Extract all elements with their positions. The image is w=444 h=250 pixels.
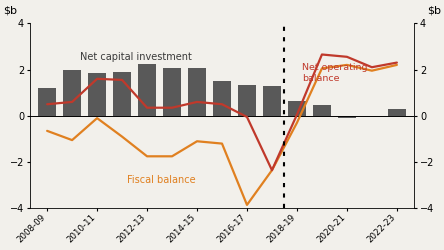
Bar [338, 116, 356, 118]
Bar [63, 70, 81, 116]
Bar [288, 101, 306, 116]
Bar [263, 86, 281, 116]
Bar [163, 68, 181, 116]
Text: Fiscal balance: Fiscal balance [127, 175, 196, 185]
Text: Net capital investment: Net capital investment [79, 52, 191, 62]
Bar [113, 72, 131, 116]
Bar [388, 109, 406, 116]
Bar [238, 84, 256, 116]
Text: $b: $b [3, 6, 17, 16]
Text: Net operating
balance: Net operating balance [302, 62, 368, 83]
Bar [38, 88, 56, 116]
Bar [88, 73, 106, 116]
Bar [313, 106, 331, 116]
Bar [138, 64, 156, 116]
Bar [213, 81, 231, 116]
Text: $b: $b [427, 6, 441, 16]
Bar [188, 68, 206, 116]
